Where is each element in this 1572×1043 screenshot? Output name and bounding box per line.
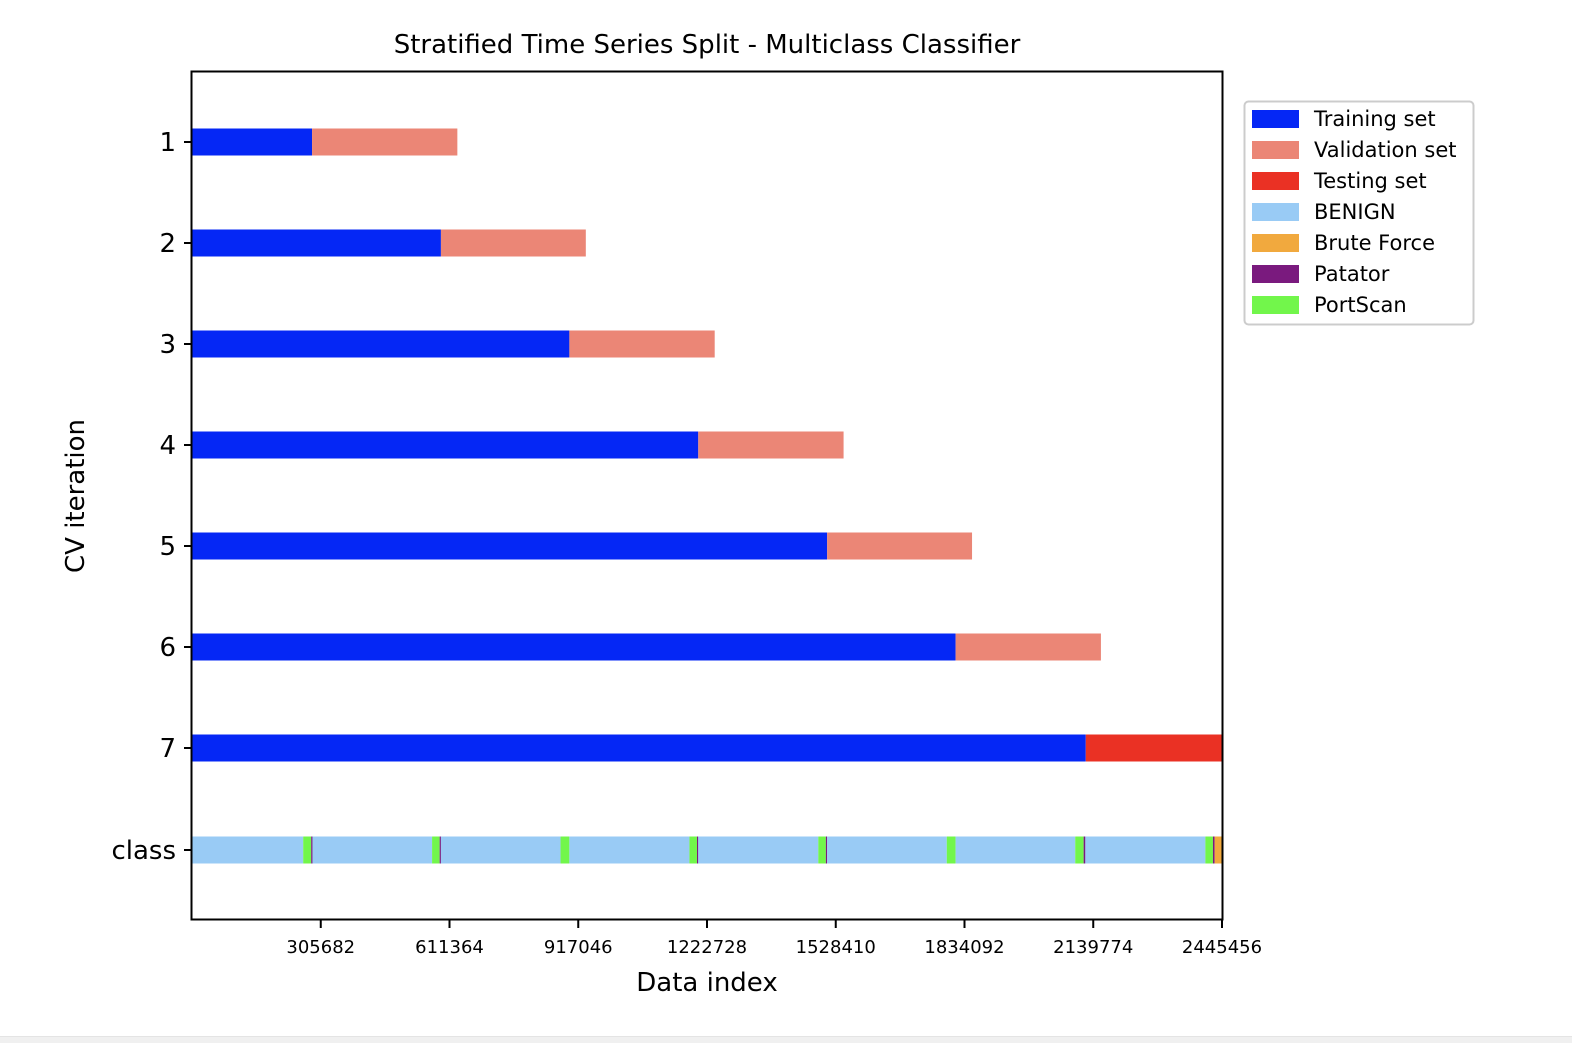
class-segment-portscan: [1205, 836, 1213, 864]
class-segment-benign: [192, 836, 304, 864]
train-bar-4: [192, 431, 699, 459]
class-segment-benign: [1085, 836, 1206, 864]
chart-title: Stratified Time Series Split - Multiclas…: [394, 30, 1021, 60]
class-segment-brute_force: [1214, 836, 1222, 864]
train-bar-5: [192, 532, 828, 560]
class-segment-portscan: [689, 836, 698, 864]
legend-swatch-patator: [1252, 265, 1299, 283]
x-tick-label: 305682: [286, 937, 355, 958]
legend-swatch-benign: [1252, 203, 1299, 221]
bars-layer: [192, 128, 1222, 864]
x-tick-label: 1222728: [667, 937, 747, 958]
class-segment-patator: [825, 836, 828, 864]
train-bar-6: [192, 633, 956, 661]
page-bottom-border: [0, 1036, 1572, 1043]
x-tick-label: 2445456: [1182, 937, 1262, 958]
x-tick-label: 1528410: [796, 937, 876, 958]
class-segment-patator: [311, 836, 313, 864]
class-segment-benign: [955, 836, 1076, 864]
train-bar-3: [192, 330, 570, 358]
class-segment-portscan: [818, 836, 826, 864]
x-tick-label: 2139774: [1053, 937, 1133, 958]
legend-swatch-brute_force: [1252, 234, 1299, 252]
legend-label-validation: Validation set: [1314, 138, 1456, 162]
x-tick-label: 917046: [544, 937, 613, 958]
class-segment-portscan: [1075, 836, 1084, 864]
y-tick-label: class: [111, 836, 176, 866]
y-tick-label: 6: [159, 633, 176, 663]
validation-bar-5: [827, 532, 973, 560]
class-segment-portscan: [946, 836, 956, 864]
y-axis-label: CV iteration: [61, 419, 91, 573]
x-axis: 305682 611364 917046 1222728 1528410 1834092 2…: [286, 920, 1262, 958]
class-segment-portscan: [560, 836, 570, 864]
validation-bar-6: [955, 633, 1101, 661]
legend-swatch-validation: [1252, 141, 1299, 159]
legend-label-benign: BENIGN: [1314, 200, 1396, 224]
y-tick-label: 5: [159, 532, 176, 562]
legend-swatch-train: [1252, 110, 1299, 128]
validation-bar-1: [312, 128, 458, 156]
validation-bar-3: [569, 330, 715, 358]
validation-bar-2: [440, 229, 586, 257]
y-tick-label: 2: [159, 229, 176, 259]
class-segment-portscan: [432, 836, 440, 864]
train-bar-2: [192, 229, 441, 257]
y-tick-label: 4: [159, 431, 176, 461]
train-bar-1: [192, 128, 313, 156]
class-segment-patator: [1212, 836, 1215, 864]
x-tick-label: 1834092: [924, 937, 1004, 958]
y-tick-label: 3: [159, 330, 176, 360]
class-segment-benign: [827, 836, 947, 864]
y-tick-label: 7: [159, 734, 176, 764]
y-axis: 1 2 3 4 5 6 7 class: [111, 128, 192, 866]
legend-label-train: Training set: [1313, 107, 1436, 131]
x-axis-label: Data index: [636, 968, 777, 998]
plot-frame: [190, 70, 1224, 921]
train-bar-7: [192, 734, 1086, 762]
y-tick-label: 1: [159, 128, 176, 158]
legend-swatch-test: [1252, 172, 1299, 190]
class-segment-benign: [440, 836, 561, 864]
class-segment-benign: [569, 836, 690, 864]
x-tick-label: 611364: [415, 937, 484, 958]
legend: Training set Validation set Testing set BEN…: [1243, 100, 1475, 326]
class-segment-patator: [1083, 836, 1086, 864]
test-bar-7: [1085, 734, 1222, 762]
legend-frame: [1243, 100, 1475, 326]
legend-label-brute_force: Brute Force: [1314, 231, 1435, 255]
class-segment-benign: [312, 836, 433, 864]
class-segment-portscan: [303, 836, 312, 864]
class-segment-patator: [697, 836, 699, 864]
legend-swatch-portscan: [1252, 296, 1299, 314]
validation-bar-4: [698, 431, 844, 459]
class-segment-patator: [439, 836, 441, 864]
legend-label-test: Testing set: [1313, 169, 1427, 193]
legend-label-portscan: PortScan: [1314, 293, 1407, 317]
class-segment-benign: [698, 836, 819, 864]
legend-label-patator: Patator: [1314, 262, 1390, 286]
